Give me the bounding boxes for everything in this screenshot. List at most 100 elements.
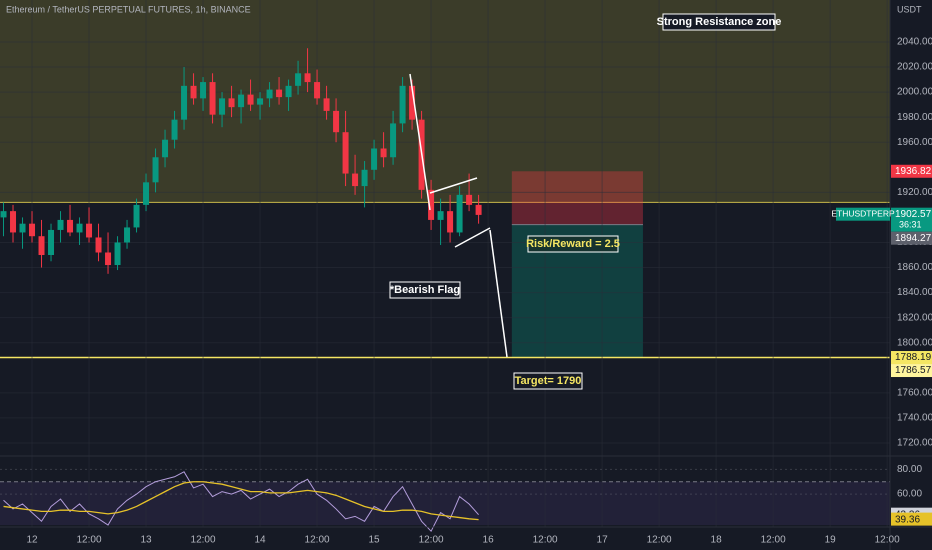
y-tick-label: 2020.00	[897, 62, 932, 73]
y-tick-label: 1760.00	[897, 387, 932, 398]
stop-zone	[511, 171, 643, 225]
candle-body	[257, 98, 264, 105]
candle-body	[247, 94, 254, 105]
annotation: Target= 1790	[515, 375, 582, 387]
annotation: *Bearish Flag	[390, 284, 460, 296]
price-label-box	[891, 207, 932, 232]
drawings	[409, 73, 508, 358]
candle-body	[133, 204, 140, 228]
axes: 2040.002020.002000.001980.001960.001920.…	[26, 37, 932, 546]
x-tick-label: 12:00	[761, 535, 786, 546]
candle-body	[10, 211, 17, 233]
y-tick-label: 1960.00	[897, 137, 932, 148]
countdown: 36:31	[899, 220, 922, 230]
x-tick-label: 12:00	[875, 535, 900, 546]
symbol-box	[836, 207, 890, 221]
candle-body	[437, 211, 444, 220]
y-tick-label: 1980.00	[897, 112, 932, 123]
price-label: 1936.82	[895, 166, 932, 177]
chart-title: Ethereum / TetherUS PERPETUAL FUTURES, 1…	[6, 4, 251, 14]
candle-body	[323, 98, 330, 111]
candle-body	[19, 223, 26, 233]
y-tick-label: 2000.00	[897, 87, 932, 98]
candle-body	[466, 194, 473, 205]
candle-body	[352, 173, 359, 187]
candle-body	[342, 132, 349, 174]
candle-body	[200, 82, 207, 99]
candle-body	[95, 237, 102, 253]
candle-body	[190, 85, 197, 99]
rsi-tick-label: 80.00	[897, 464, 922, 475]
y-tick-label: 1820.00	[897, 312, 932, 323]
rsi-band	[0, 481, 890, 525]
symbol-label: ETHUSDTPERP	[831, 208, 895, 218]
x-tick-label: 12:00	[533, 535, 558, 546]
candle-body	[171, 119, 178, 140]
candle-body	[219, 98, 226, 115]
candle-body	[409, 85, 416, 120]
x-tick-label: 17	[597, 535, 609, 546]
candle-body	[76, 223, 83, 233]
candle-body	[38, 236, 45, 256]
candle-body	[475, 204, 482, 215]
flag-line	[454, 227, 491, 248]
candle-body	[456, 194, 463, 233]
x-tick-label: 15	[369, 535, 381, 546]
resistance-zone	[0, 0, 890, 203]
y-tick-label: 2040.00	[897, 37, 932, 48]
candle-body	[114, 242, 121, 266]
x-tick-label: 18	[711, 535, 723, 546]
flag-line	[429, 177, 478, 194]
price-label-box	[891, 164, 932, 178]
x-tick-label: 12	[26, 535, 38, 546]
candle-body	[380, 148, 387, 158]
trend-line	[409, 73, 431, 211]
candle-body	[371, 148, 378, 170]
candle-body	[67, 219, 74, 233]
candle-body	[0, 211, 7, 218]
candle-body	[295, 73, 302, 86]
candle-body	[152, 157, 159, 183]
x-tick-label: 12:00	[419, 535, 444, 546]
trend-line	[489, 229, 508, 358]
candle-body	[105, 252, 112, 266]
candle-body	[333, 110, 340, 133]
y-tick-label: 1800.00	[897, 337, 932, 348]
candle-body	[48, 229, 55, 256]
x-tick-label: 12:00	[647, 535, 672, 546]
candle-body	[285, 85, 292, 98]
x-tick-label: 12:00	[305, 535, 330, 546]
rsi-value-box	[891, 512, 932, 526]
annotation: Risk/Reward = 2.5	[526, 238, 620, 250]
annotation-box	[513, 372, 583, 390]
candle-body	[29, 223, 36, 237]
x-tick-label: 19	[825, 535, 837, 546]
candle-body	[228, 98, 235, 108]
candle-body	[361, 169, 368, 187]
candle-body	[390, 123, 397, 158]
price-label: 1902.57	[895, 209, 932, 220]
y-tick-label: 1720.00	[897, 438, 932, 449]
price-label: 1786.57	[895, 365, 932, 376]
candle-body	[238, 94, 245, 108]
price-label: 1788.19	[895, 352, 932, 363]
annotation-box	[389, 281, 461, 299]
candle-body	[428, 189, 435, 220]
annotation-box	[662, 13, 776, 31]
rsi-tick-label: 60.00	[897, 489, 922, 500]
candle-body	[399, 85, 406, 124]
annotations: Strong Resistance zone Risk/Reward = 2.5…	[389, 13, 781, 390]
y-axis-unit: USDT	[897, 4, 922, 14]
candle-body	[86, 223, 93, 238]
candles	[0, 48, 482, 533]
y-tick-label: 1840.00	[897, 287, 932, 298]
x-tick-label: 14	[254, 535, 266, 546]
candle-body	[276, 89, 283, 98]
x-tick-label: 12:00	[77, 535, 102, 546]
candle-body	[162, 139, 169, 158]
candle-body	[57, 219, 64, 230]
candle-body	[181, 85, 188, 120]
annotation-box	[527, 235, 619, 253]
rsi-value-label: 39.36	[895, 514, 920, 525]
